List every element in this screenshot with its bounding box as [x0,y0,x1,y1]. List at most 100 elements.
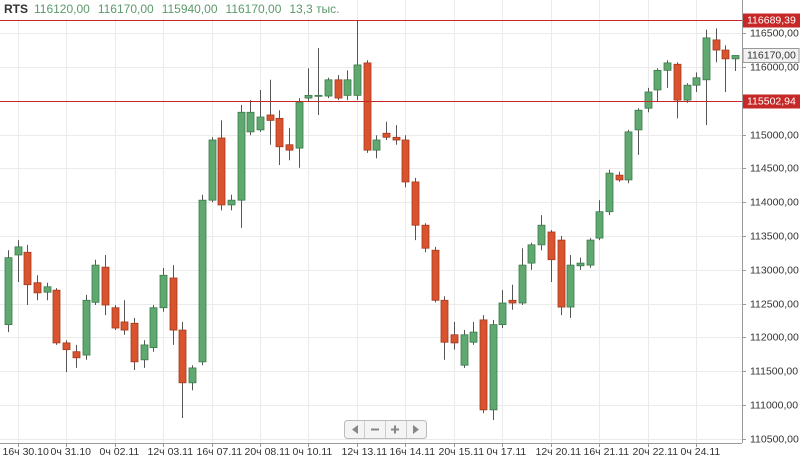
candle-body [334,79,343,99]
candle-body [246,111,255,133]
header-value: 116120,00 [34,2,90,16]
candle-body [392,136,401,141]
x-tick-label: 16ч 21.11 [584,446,630,458]
x-tick-label: 20ч 22.11 [633,446,679,458]
x-tick-label: 0ч 17.11 [487,446,527,458]
candle-body [227,199,236,206]
y-tick-label: 110500,00 [750,433,799,445]
candle-body [605,172,614,213]
candle-body [353,64,362,96]
header-value: 115940,00 [162,2,218,16]
candle-body [159,274,168,309]
candle-body [644,91,653,109]
y-tick-label: 114500,00 [750,162,799,174]
x-tick-label: 0ч 31.10 [51,446,92,458]
candle-body [295,101,304,149]
x-tick-label: 16ч 30.10 [3,446,50,458]
candle-body [595,211,604,239]
candle-body [14,246,23,256]
candle-body [440,299,449,343]
candle-body [527,244,536,264]
header-bg [0,0,330,19]
y-tick-label: 116000,00 [750,61,799,73]
candle-body [547,231,556,261]
y-tick-label: 113500,00 [750,230,799,242]
level-label-bg [743,94,800,109]
x-tick-label: 12ч 13.11 [342,446,388,458]
y-tick-label: 112500,00 [750,298,799,310]
axes: 110500,00 111000,00 111500,00 112000,00 1125… [3,13,800,458]
candle-body [401,139,410,183]
candle-body [285,144,294,151]
candle-body [23,251,32,286]
x-tick-label: 0ч 02.11 [100,446,140,458]
candle-body [101,266,110,306]
candle-body [120,321,129,331]
candle-body [198,199,207,363]
candle-body [52,289,61,344]
candle-body [208,139,217,201]
candle-body [653,69,662,91]
candle-body [460,334,469,366]
candle-body [576,262,585,267]
header-value: 13,3 тыс. [289,2,339,16]
candle-body [372,139,381,151]
candle-body [673,63,682,101]
y-tick-label: 111000,00 [750,399,798,411]
candle-body [130,322,139,363]
header-value: 116170,00 [226,2,282,16]
x-tick-label: 20ч 08.11 [245,446,291,458]
candle-body [624,131,633,181]
scroll-left[interactable] [352,425,358,434]
candle-body [450,334,459,344]
candle-body [498,302,507,326]
candle-body [479,319,488,411]
candle-body [343,79,352,96]
candle-body [33,282,42,294]
candle-body [237,111,246,201]
y-tick-label: 116500,00 [750,27,799,39]
candle-body [683,84,692,101]
level-label: 116689,39 [747,14,796,26]
candle-body [431,249,440,301]
y-tick-label: 114000,00 [750,196,799,208]
candle-body [324,79,333,97]
candles [0,20,742,421]
candle-body [692,77,701,86]
x-tick-label: 0ч 10.11 [293,446,333,458]
candle-body [469,331,478,343]
candle-body [615,174,624,181]
candle-body [557,239,566,308]
candle-body [178,329,187,384]
x-tick-label: 0ч 24.11 [681,446,721,458]
header: 116120,00 116170,00 115940,00 116170,00 13,3… [34,2,340,16]
candle-body [275,117,284,148]
y-tick-label: 111500,00 [750,365,798,377]
candle-body [72,351,81,359]
candle-body [634,109,643,131]
candle-body [149,307,158,349]
candle-body [304,94,313,99]
y-tick-label: 112000,00 [750,331,799,343]
x-tick-label: 12ч 20.11 [536,446,582,458]
candle-body [266,114,275,121]
candle-body [91,264,100,303]
candle-body [508,299,517,304]
candle-body [169,277,178,331]
candle-body [188,367,197,384]
candle-body [256,116,265,131]
level-label-bg [743,13,800,28]
zoom-in[interactable] [391,425,399,434]
nav-buttons[interactable] [344,420,427,439]
candle-body [421,224,430,249]
candle-body [712,39,721,51]
candle-body [382,132,391,138]
candle-body [663,62,672,71]
symbol: RTS [4,2,28,16]
candle-body [111,307,120,329]
y-tick-label: 113000,00 [750,264,799,276]
last-price-label: 116170,00 [747,49,796,61]
scroll-right[interactable] [413,425,419,434]
